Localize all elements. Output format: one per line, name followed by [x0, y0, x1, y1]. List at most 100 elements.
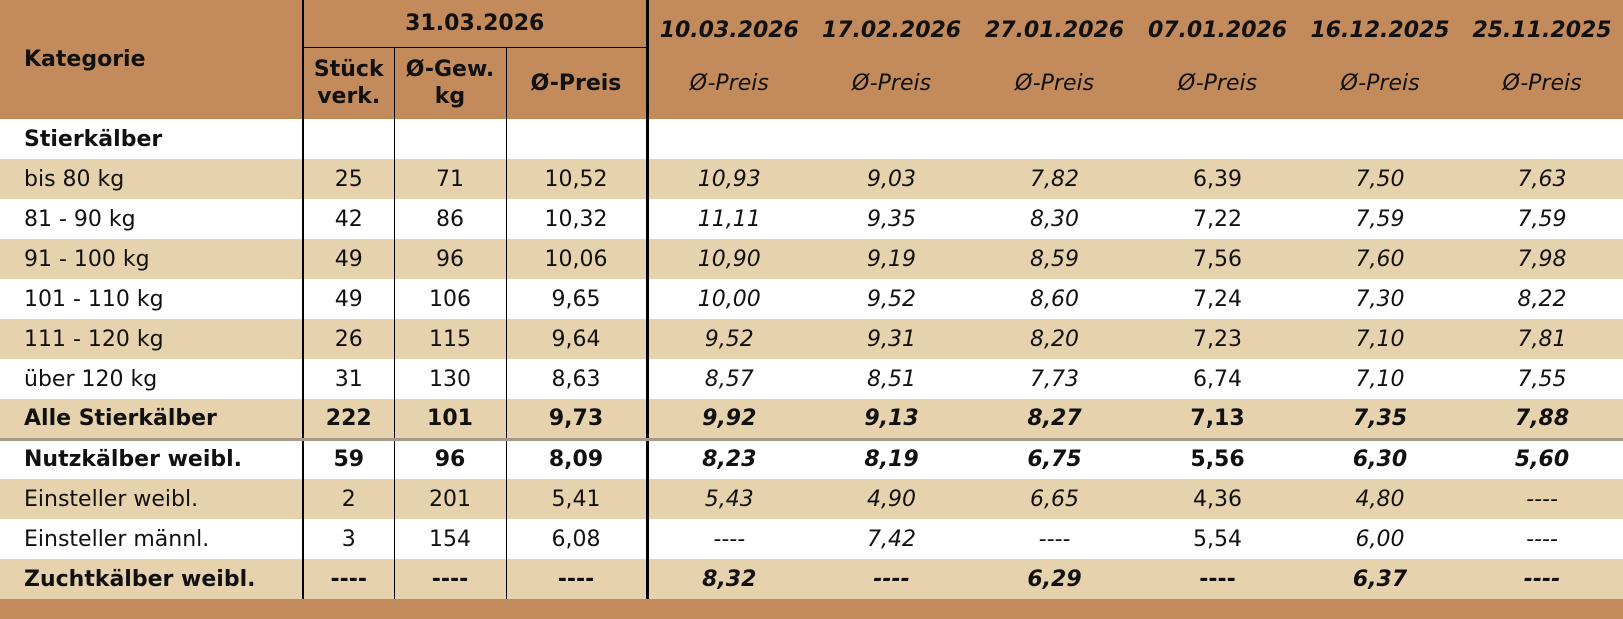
- cell: 8,20: [973, 319, 1137, 359]
- cell: [505, 119, 648, 159]
- cell: 96: [393, 439, 506, 479]
- header-row: Kategorie 31.03.2026 10.03.2026 17.02.202…: [0, 0, 1623, 119]
- cell: 4,90: [810, 479, 974, 519]
- history-date: 16.12.2025: [1299, 0, 1462, 47]
- table-row: bis 80 kg 25 71 10,52 10,93 9,03 7,82 6,39 7,50 7…: [0, 159, 1623, 199]
- cell: 7,30: [1355, 286, 1405, 312]
- cell: 8,23: [645, 439, 811, 479]
- cell: 59: [302, 439, 394, 479]
- cell: 7,59: [1517, 206, 1567, 232]
- cell: 9,03: [810, 159, 974, 199]
- table-row: über 120 kg 31 130 8,63 8,57 8,51 7,73 6,74 7,10…: [0, 359, 1623, 399]
- cell: 96: [393, 239, 506, 279]
- cell: 7,98: [1461, 239, 1623, 279]
- cell: 11,11: [645, 199, 811, 239]
- cell: ----: [505, 559, 648, 599]
- cell: 7,24: [1193, 286, 1243, 312]
- cell: 4,80: [1299, 479, 1462, 519]
- cell: 5,60: [1514, 447, 1570, 473]
- table-row: Einsteller weibl. 2 201 5,41 5,43 4,90 6,65 4,3…: [0, 479, 1623, 519]
- cell: ----: [1136, 559, 1300, 599]
- cell: [810, 119, 973, 159]
- cell: ----: [1526, 526, 1558, 552]
- cell: 6,74: [1193, 366, 1243, 392]
- cell: 7,73: [1030, 366, 1080, 392]
- cell: 8,19: [864, 447, 919, 473]
- cell: ----: [393, 559, 506, 599]
- cell: 7,63: [1461, 159, 1623, 199]
- cell: 5,41: [505, 479, 648, 519]
- cell: 8,09: [505, 439, 648, 479]
- row-label: 91 - 100 kg: [0, 239, 303, 279]
- cell: 7,23: [1136, 319, 1300, 359]
- history-date: 25.11.2025: [1461, 0, 1623, 47]
- cell: 9,31: [810, 319, 974, 359]
- column-header: Ø-Preis: [1461, 47, 1623, 119]
- row-label: Zuchtkälber weibl.: [0, 559, 303, 599]
- cell: 8,32: [645, 559, 811, 599]
- cell: 9,65: [505, 279, 648, 319]
- cell: 7,10: [1355, 366, 1405, 392]
- column-header: Ø-Preis: [810, 47, 974, 119]
- cell: 106: [393, 279, 506, 319]
- cell: 7,13: [1136, 399, 1300, 441]
- cell: 5,54: [1193, 526, 1243, 552]
- table-row: Einsteller männl. 3 154 6,08 ---- 7,42 ---- 5,5…: [0, 519, 1623, 559]
- cell: 10,93: [645, 159, 811, 199]
- cell: ----: [645, 519, 811, 559]
- cell: 9,35: [867, 206, 917, 232]
- cell: 7,56: [1136, 239, 1300, 279]
- row-label: über 120 kg: [24, 366, 158, 392]
- cell: 8,30: [1030, 206, 1080, 232]
- cell: [1136, 119, 1299, 159]
- price-table: Kategorie 31.03.2026 10.03.2026 17.02.202…: [0, 0, 1623, 599]
- row-label: Stierkälber: [24, 126, 163, 152]
- column-header: Ø-Preis: [1299, 47, 1462, 119]
- table-row: 111 - 120 kg 26 115 9,64 9,52 9,31 8,20 7,23 7,1…: [0, 319, 1623, 359]
- cell: 42: [302, 199, 394, 239]
- row-label: Einsteller männl.: [24, 526, 210, 552]
- cell: 7,35: [1299, 399, 1462, 441]
- cell: 8,63: [505, 359, 648, 399]
- cell: 8,57: [645, 359, 811, 399]
- cell: 6,37: [1299, 559, 1462, 599]
- history-date: 27.01.2026: [973, 0, 1137, 47]
- history-date: 07.01.2026: [1136, 0, 1300, 47]
- column-header: Ø-Gew. kg: [393, 47, 506, 119]
- cell: [973, 119, 1136, 159]
- cell: 6,75: [1027, 447, 1082, 473]
- cell: ----: [1038, 526, 1071, 552]
- cell: 8,59: [973, 239, 1137, 279]
- cell: 9,13: [810, 399, 974, 441]
- cell: 49: [302, 279, 394, 319]
- cell: 115: [393, 319, 506, 359]
- table-body: Stierkälber bis 80 kg 25 71 10,52 10,93 9,03 7,…: [0, 119, 1623, 599]
- table-row: Nutzkälber weibl. 59 96 8,09 8,23 8,19 6,75 5,5…: [0, 439, 1623, 479]
- row-label: Nutzkälber weibl.: [24, 447, 243, 473]
- cell: ----: [302, 559, 394, 599]
- cell: 7,55: [1517, 366, 1567, 392]
- row-label: Alle Stierkälber: [0, 399, 303, 441]
- cell: 25: [302, 159, 394, 199]
- cell: 9,64: [505, 319, 648, 359]
- table-row: 91 - 100 kg 49 96 10,06 10,90 9,19 8,59 7,56 7,6…: [0, 239, 1623, 279]
- column-header: Ø-Preis: [973, 47, 1137, 119]
- cell: 9,92: [645, 399, 811, 441]
- cell: 6,00: [1355, 526, 1405, 552]
- cell: 7,10: [1299, 319, 1462, 359]
- table-row: 101 - 110 kg 49 106 9,65 10,00 9,52 8,60 7,24 7,…: [0, 279, 1623, 319]
- cell: 7,22: [1193, 206, 1243, 232]
- cell: 8,27: [973, 399, 1137, 441]
- table-row: Alle Stierkälber 222 101 9,73 9,92 9,13 8,27 7,…: [0, 399, 1623, 441]
- cell: 6,08: [505, 519, 648, 559]
- cell: 10,32: [505, 199, 648, 239]
- row-label: Einsteller weibl.: [0, 479, 303, 519]
- cell: 9,52: [645, 319, 811, 359]
- cell: [1461, 119, 1623, 159]
- cell: [645, 119, 811, 159]
- cell: 4,36: [1136, 479, 1300, 519]
- cell: 101: [393, 399, 506, 441]
- cell: 6,39: [1136, 159, 1300, 199]
- cell: 26: [302, 319, 394, 359]
